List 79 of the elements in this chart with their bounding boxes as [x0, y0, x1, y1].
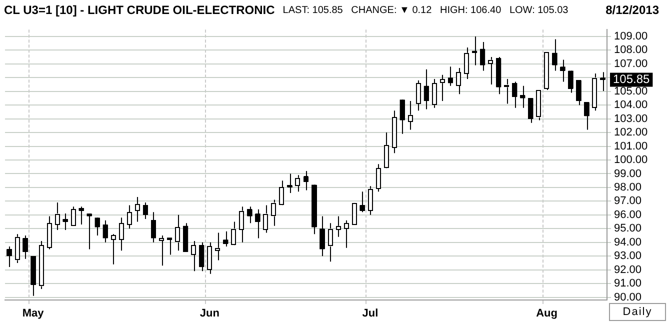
- candlestick: [432, 78, 437, 108]
- candlestick: [247, 206, 252, 224]
- candlestick: [472, 36, 478, 66]
- chart-title: CL U3=1 [10] - LIGHT CRUDE OIL-ELECTRONIC: [4, 3, 275, 17]
- x-tick-label: Jun: [200, 308, 220, 320]
- candlestick: [488, 56, 494, 86]
- candlestick: [38, 240, 44, 290]
- candlestick: [504, 78, 510, 104]
- candlestick: [464, 46, 470, 80]
- candlestick: [167, 238, 172, 256]
- candlestick: [384, 132, 389, 169]
- y-tick-label: 99.00: [614, 168, 642, 180]
- y-tick-label: 102.00: [614, 126, 648, 139]
- y-tick-label: 103.00: [614, 112, 648, 125]
- y-tick-label: 98.00: [614, 181, 642, 194]
- x-tick-label: May: [22, 308, 45, 320]
- y-tick-label: 108.00: [614, 44, 648, 56]
- y-tick-label: 90.00: [614, 291, 642, 304]
- candlestick: [279, 180, 284, 206]
- candlestick: [520, 85, 526, 108]
- candlestick: [263, 204, 268, 234]
- x-tick-label: Jul: [362, 308, 378, 320]
- text: 8/12/2013: [606, 3, 659, 17]
- candlestick: [159, 234, 164, 266]
- candlestick: [223, 230, 228, 247]
- x-tick-label: Aug: [536, 308, 558, 320]
- candlestick: [416, 80, 421, 112]
- candlestick: [424, 68, 429, 110]
- candlestick: [215, 232, 220, 261]
- candlestick: [592, 73, 598, 112]
- text: 105.85: [613, 72, 650, 86]
- y-tick-label: 93.00: [614, 250, 642, 262]
- candlestick: [560, 59, 566, 82]
- y-tick-label: 104.00: [614, 99, 648, 112]
- candlestick: [552, 38, 558, 72]
- candlestick: [536, 89, 542, 121]
- y-tick-label: 100.00: [614, 154, 648, 166]
- y-tick-label: 101.00: [614, 140, 648, 152]
- candlestick: [392, 110, 397, 154]
- candlestick: [239, 206, 244, 243]
- candlestick: [78, 206, 84, 226]
- candlestick: [46, 216, 52, 250]
- y-tick-label: 107.00: [614, 58, 648, 70]
- y-tick-label: 94.00: [614, 236, 642, 248]
- candlestick: [336, 216, 341, 238]
- candlestick: [287, 173, 292, 194]
- y-tick-label: 109.00: [614, 30, 648, 42]
- candlestick: [191, 240, 196, 272]
- candlestick: [368, 186, 373, 216]
- y-tick-label: 91.00: [614, 278, 642, 290]
- y-tick-label: 97.00: [614, 195, 642, 208]
- y-tick-label: 105.00: [614, 85, 648, 98]
- y-tick-label: 92.00: [614, 264, 642, 276]
- candlestick: [271, 199, 276, 226]
- candlestick: [304, 170, 308, 191]
- y-tick-label: 96.00: [614, 208, 642, 221]
- candlestick: [344, 220, 349, 248]
- candlestick: [231, 221, 236, 246]
- candlestick: [544, 51, 550, 90]
- candlestick: [360, 191, 365, 213]
- candlestick: [86, 213, 92, 250]
- candlestick: [134, 196, 140, 222]
- candlestick: [175, 214, 180, 252]
- y-tick-label: 95.00: [614, 222, 642, 235]
- candlestick: [295, 174, 300, 192]
- candlestick: [14, 234, 20, 264]
- text: Daily: [609, 303, 666, 321]
- candlestick: [408, 100, 413, 130]
- candlestick: [255, 208, 260, 239]
- candlestick: [328, 222, 333, 262]
- candlestick: [376, 164, 381, 192]
- candlestick: [440, 74, 445, 102]
- candlestick: [207, 242, 212, 274]
- chart-subtitle: LAST: 105.85 CHANGE: ▼ 0.12 HIGH: 106.40 LOW: 105.03: [282, 4, 570, 16]
- candlestick: [456, 68, 461, 95]
- candlestick: [118, 217, 124, 252]
- candlestick: [62, 213, 68, 230]
- candlestick: [448, 66, 453, 86]
- candlestick: [70, 206, 76, 226]
